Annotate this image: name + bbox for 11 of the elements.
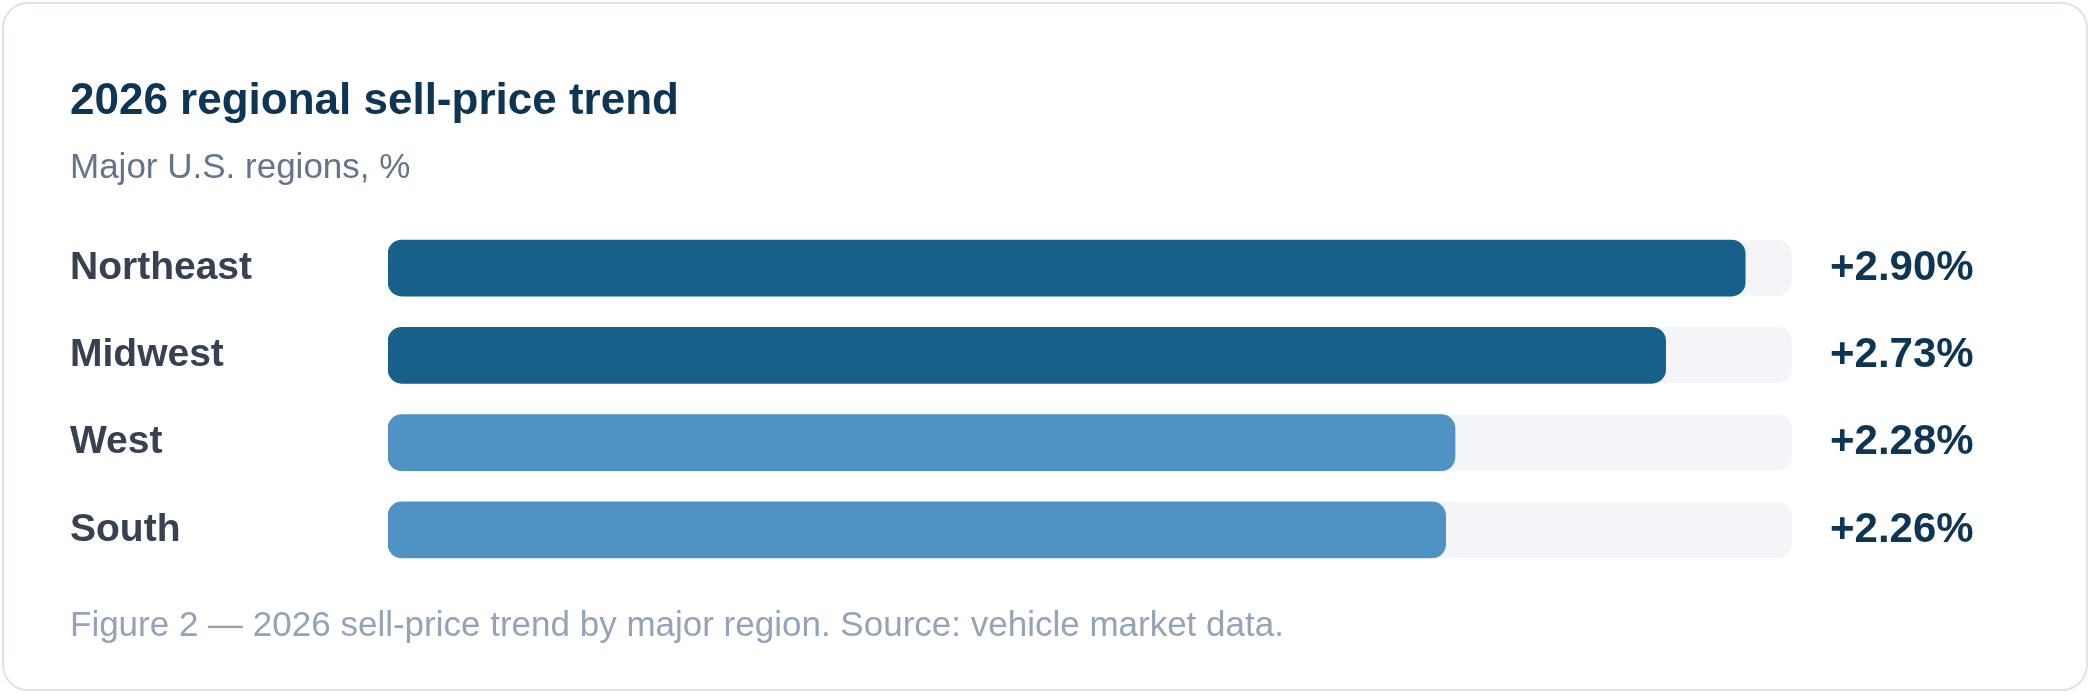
data-label: +2.90% (1830, 241, 1974, 289)
caption: Figure 2 — 2026 sell-price trend by major region. Source: vehicle market data. (70, 604, 1284, 644)
y-tick-label: West (70, 418, 163, 462)
data-label: +2.28% (1830, 416, 1974, 464)
y-tick-label: Northeast (70, 243, 253, 287)
chart-subtitle: Major U.S. regions, % (70, 146, 411, 186)
data-label: +2.26% (1830, 503, 1974, 551)
data-label: +2.73% (1830, 328, 1974, 376)
y-tick-label: South (70, 505, 181, 549)
y-tick-label: Midwest (70, 331, 224, 375)
chart-title: 2026 regional sell-price trend (70, 74, 679, 124)
